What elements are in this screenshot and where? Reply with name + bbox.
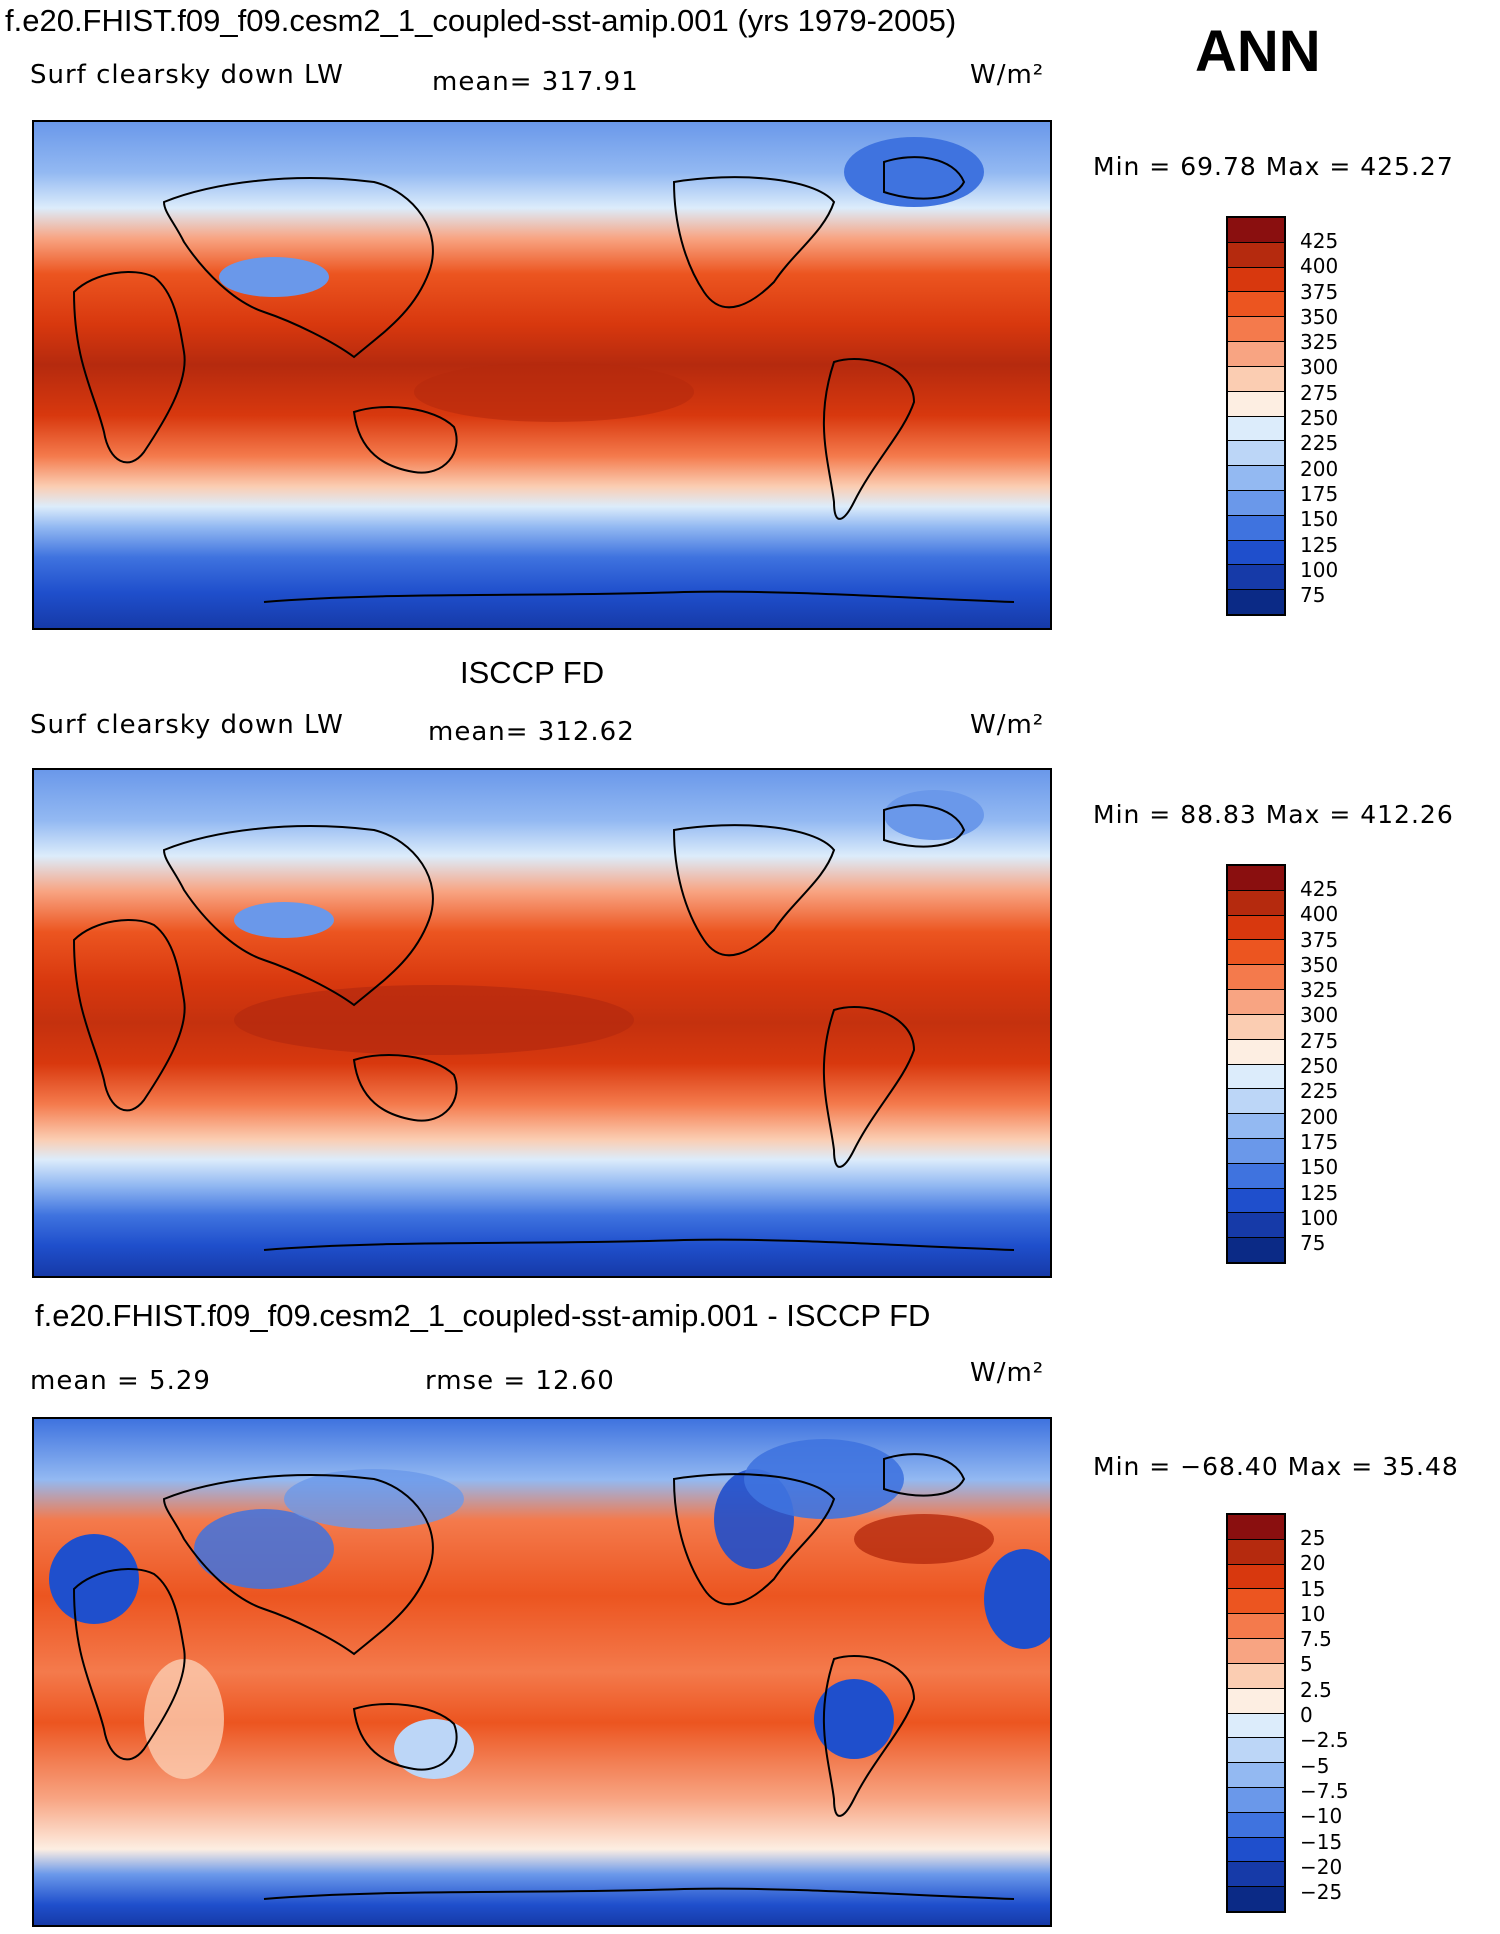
cbar2-label: 100 — [1300, 1205, 1339, 1230]
cbar3-label: 2.5 — [1300, 1677, 1332, 1702]
cbar2-label: 425 — [1300, 877, 1339, 901]
cbar2-label: 275 — [1300, 1028, 1339, 1053]
panel2-minmax: Min = 88.83 Max = 412.26 — [1093, 800, 1454, 829]
panel2-colorbar-labels: 425 400 375 350 325 300 275 250 225 200 … — [1300, 877, 1338, 1256]
cbar2-label: 375 — [1300, 927, 1339, 952]
cbar1-label: 425 — [1300, 229, 1339, 253]
cbar3-label: −7.5 — [1300, 1778, 1349, 1803]
panel1-mean: mean= 317.91 — [432, 67, 639, 97]
cbar3-label: −2.5 — [1300, 1728, 1349, 1753]
cbar1-label: 200 — [1300, 456, 1339, 481]
cbar1-label: 400 — [1300, 254, 1339, 279]
panel2-map — [32, 768, 1052, 1278]
panel1-units: W/m² — [970, 60, 1045, 90]
panel3-mean: mean = 5.29 — [30, 1366, 211, 1396]
panel2-title: ISCCP FD — [460, 655, 605, 690]
cbar1-label: 350 — [1300, 304, 1339, 329]
panel3-colorbar — [1226, 1513, 1286, 1913]
cbar2-label: 350 — [1300, 952, 1339, 977]
cbar2-label: 175 — [1300, 1129, 1339, 1154]
cbar3-label: −5 — [1300, 1753, 1330, 1778]
cbar2-label: 125 — [1300, 1180, 1339, 1205]
cbar2-label: 225 — [1300, 1079, 1339, 1104]
cbar2-label: 400 — [1300, 902, 1339, 927]
panel1-title: f.e20.FHIST.f09_f09.cesm2_1_coupled-sst-… — [5, 3, 957, 38]
cbar1-label: 175 — [1300, 481, 1339, 506]
panel1-colorbar — [1226, 216, 1286, 616]
cbar3-label: −25 — [1300, 1880, 1343, 1905]
cbar1-label: 225 — [1300, 431, 1339, 456]
cbar1-label: 375 — [1300, 279, 1339, 304]
cbar1-label: 100 — [1300, 557, 1339, 582]
season-label: ANN — [1195, 19, 1321, 84]
panel2-coastlines — [72, 804, 1015, 1251]
cbar2-label: 325 — [1300, 978, 1339, 1003]
cbar1-label: 300 — [1300, 355, 1339, 380]
cbar2-label: 150 — [1300, 1155, 1339, 1180]
cbar1-label: 275 — [1300, 380, 1339, 405]
panel3-title: f.e20.FHIST.f09_f09.cesm2_1_coupled-sst-… — [35, 1298, 931, 1333]
panel1-colorbar-labels: 425 400 375 350 325 300 275 250 225 200 … — [1300, 229, 1338, 608]
panel3-units: W/m² — [970, 1358, 1045, 1388]
panel2-subtitle: Surf clearsky down LW — [30, 710, 344, 740]
cbar1-label: 75 — [1300, 583, 1326, 608]
cbar3-label: −15 — [1300, 1829, 1343, 1854]
panel3-map — [32, 1417, 1052, 1927]
panel3-minmax: Min = −68.40 Max = 35.48 — [1093, 1452, 1459, 1481]
cbar1-label: 250 — [1300, 406, 1339, 431]
panel1-subtitle: Surf clearsky down LW — [30, 60, 344, 90]
cbar3-label: 20 — [1300, 1551, 1326, 1576]
cbar2-label: 300 — [1300, 1003, 1339, 1028]
cbar2-label: 250 — [1300, 1054, 1339, 1079]
panel2-units: W/m² — [970, 710, 1045, 740]
cbar3-label: −20 — [1300, 1854, 1343, 1879]
cbar1-label: 325 — [1300, 330, 1339, 355]
cbar1-label: 150 — [1300, 507, 1339, 532]
panel3-colorbar-labels: 25 20 15 10 7.5 5 2.5 0 −2.5 −5 −7.5 −10… — [1300, 1526, 1349, 1905]
cbar3-label: −10 — [1300, 1804, 1343, 1829]
cbar3-label: 25 — [1300, 1526, 1326, 1550]
panel1-map — [32, 120, 1052, 630]
cbar2-label: 200 — [1300, 1104, 1339, 1129]
panel3-coastlines — [72, 1453, 1015, 1900]
panel1-coastlines — [72, 156, 1015, 603]
cbar1-label: 125 — [1300, 532, 1339, 557]
cbar3-label: 10 — [1300, 1601, 1326, 1626]
panel2-mean: mean= 312.62 — [428, 717, 635, 747]
panel1-minmax: Min = 69.78 Max = 425.27 — [1093, 152, 1454, 181]
panel2-colorbar — [1226, 864, 1286, 1264]
panel3-rmse: rmse = 12.60 — [425, 1366, 615, 1396]
cbar3-label: 7.5 — [1300, 1627, 1332, 1652]
cbar3-label: 5 — [1300, 1652, 1313, 1677]
cbar3-label: 0 — [1300, 1703, 1313, 1728]
cbar3-label: 15 — [1300, 1576, 1326, 1601]
cbar2-label: 75 — [1300, 1231, 1326, 1256]
